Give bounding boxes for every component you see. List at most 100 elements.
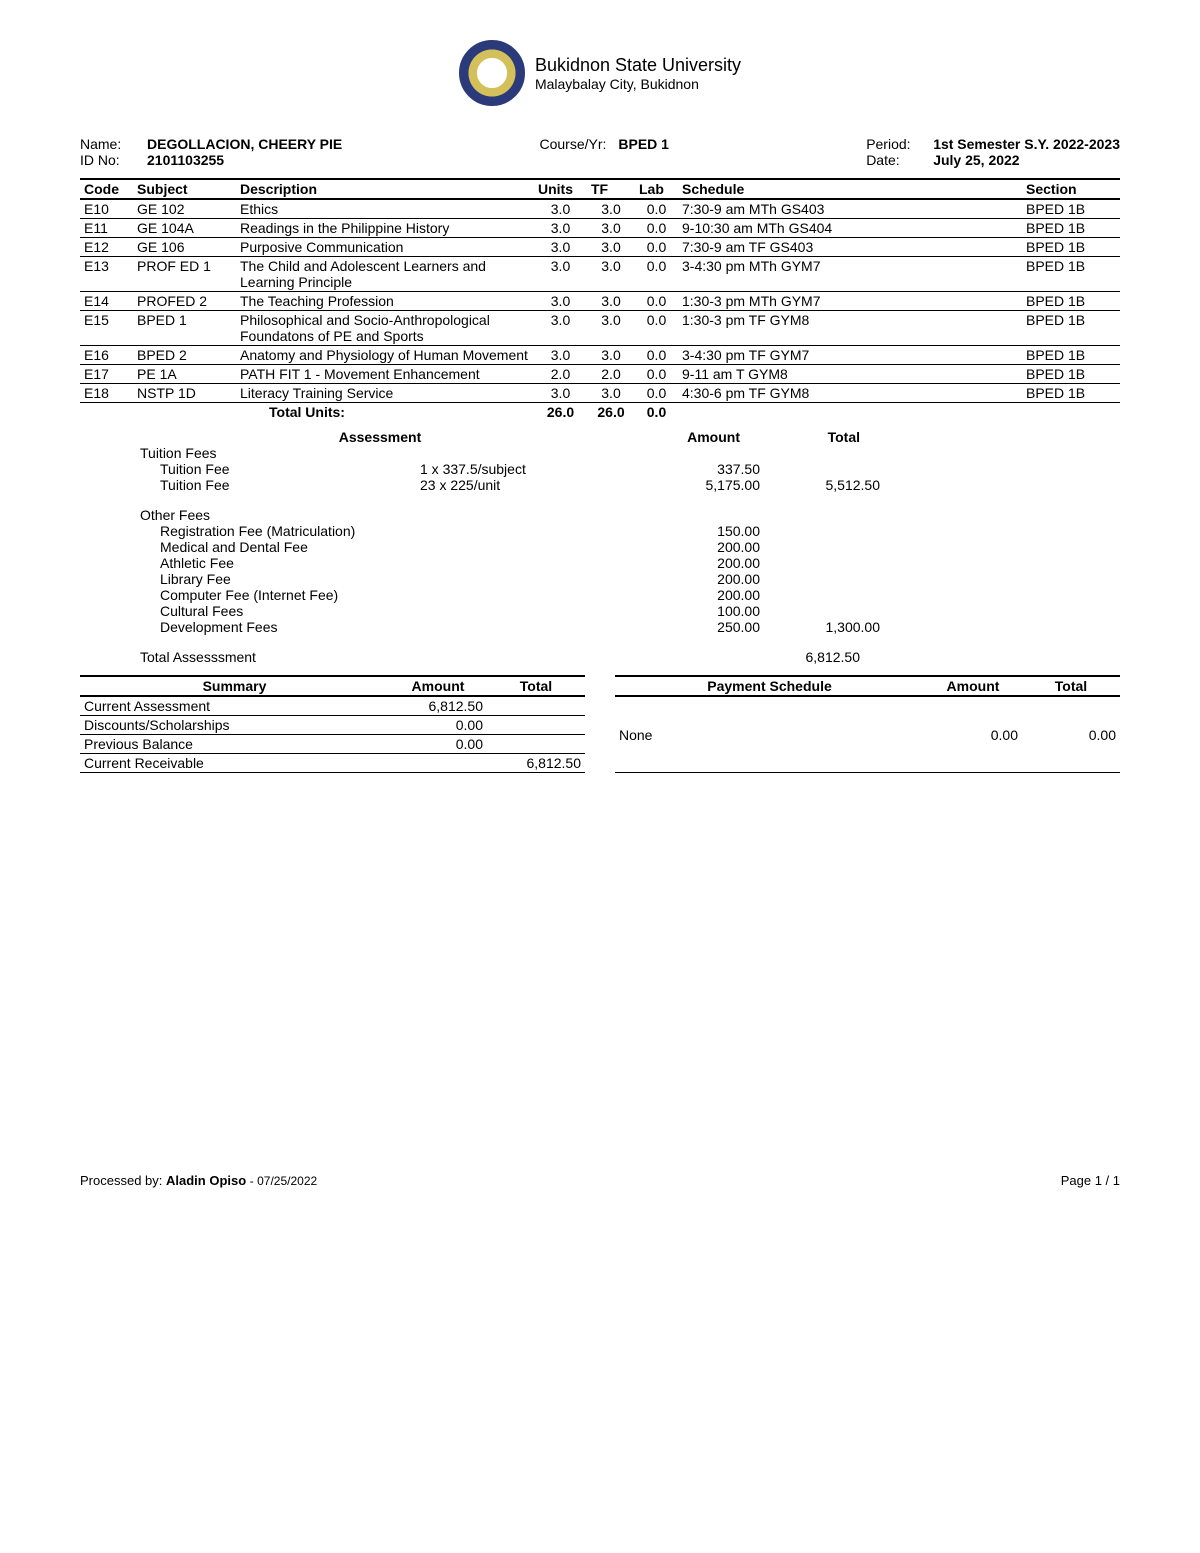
- student-id: 2101103255: [147, 152, 224, 168]
- fee-amount: 200.00: [640, 587, 760, 603]
- table-row: Current Receivable6,812.50: [80, 754, 585, 773]
- page-footer: Processed by: Aladin Opiso - 07/25/2022 …: [80, 1173, 1120, 1188]
- payment-label: None: [615, 696, 924, 773]
- cell-tf: 3.0: [587, 219, 635, 238]
- cell-description: The Child and Adolescent Learners and Le…: [236, 257, 534, 292]
- col-description: Description: [236, 179, 534, 199]
- table-row: E10GE 102Ethics3.03.00.07:30-9 am MTh GS…: [80, 199, 1120, 219]
- table-row: E14PROFED 2The Teaching Profession3.03.0…: [80, 292, 1120, 311]
- cell-code: E15: [80, 311, 133, 346]
- cell-code: E16: [80, 346, 133, 365]
- cell-lab: 0.0: [635, 346, 678, 365]
- cell-lab: 0.0: [635, 365, 678, 384]
- cell-subject: GE 104A: [133, 219, 236, 238]
- summary-table: Summary Amount Total Current Assessment6…: [80, 675, 585, 773]
- period-label: Period:: [866, 136, 921, 152]
- summary-amount: 6,812.50: [389, 696, 487, 716]
- total-tf: 26.0: [587, 403, 635, 422]
- cell-lab: 0.0: [635, 257, 678, 292]
- table-row: E18NSTP 1DLiteracy Training Service3.03.…: [80, 384, 1120, 403]
- summary-h2: Amount: [389, 676, 487, 696]
- cell-description: Anatomy and Physiology of Human Movement: [236, 346, 534, 365]
- cell-units: 2.0: [534, 365, 587, 384]
- cell-schedule: 1:30-3 pm TF GYM8: [678, 311, 1022, 346]
- cell-lab: 0.0: [635, 292, 678, 311]
- summary-label: Current Assessment: [80, 696, 389, 716]
- cell-section: BPED 1B: [1022, 199, 1120, 219]
- fee-line: Medical and Dental Fee200.00: [140, 539, 1120, 555]
- fee-amount: 200.00: [640, 555, 760, 571]
- payment-h3: Total: [1022, 676, 1120, 696]
- payment-total: 0.00: [1022, 696, 1120, 773]
- subjects-table: Code Subject Description Units TF Lab Sc…: [80, 178, 1120, 421]
- table-row: Previous Balance0.00: [80, 735, 585, 754]
- student-name: DEGOLLACION, CHEERY PIE: [147, 136, 342, 152]
- payment-amount: 0.00: [924, 696, 1022, 773]
- total-units: 26.0: [534, 403, 587, 422]
- fee-amount: 200.00: [640, 571, 760, 587]
- cell-schedule: 7:30-9 am TF GS403: [678, 238, 1022, 257]
- cell-subject: PE 1A: [133, 365, 236, 384]
- cell-subject: PROF ED 1: [133, 257, 236, 292]
- cell-schedule: 7:30-9 am MTh GS403: [678, 199, 1022, 219]
- bottom-tables: Summary Amount Total Current Assessment6…: [80, 675, 1120, 773]
- cell-units: 3.0: [534, 219, 587, 238]
- fee-amount: 5,175.00: [640, 477, 760, 493]
- student-info-block: Name: DEGOLLACION, CHEERY PIE ID No: 210…: [80, 136, 1120, 168]
- cell-subject: BPED 2: [133, 346, 236, 365]
- cell-schedule: 9-11 am T GYM8: [678, 365, 1022, 384]
- tuition-fees-header: Tuition Fees: [140, 445, 1120, 461]
- fee-total: [760, 571, 880, 587]
- fee-line: Tuition Fee23 x 225/unit5,175.005,512.50: [140, 477, 1120, 493]
- cell-subject: PROFED 2: [133, 292, 236, 311]
- cell-code: E11: [80, 219, 133, 238]
- page-number: Page 1 / 1: [1061, 1173, 1120, 1188]
- student-date: July 25, 2022: [933, 152, 1019, 168]
- fee-detail: 1 x 337.5/subject: [420, 461, 640, 477]
- fee-total: 1,300.00: [760, 619, 880, 635]
- fee-line: Registration Fee (Matriculation)150.00: [140, 523, 1120, 539]
- cell-description: PATH FIT 1 - Movement Enhancement: [236, 365, 534, 384]
- cell-subject: GE 106: [133, 238, 236, 257]
- cell-section: BPED 1B: [1022, 238, 1120, 257]
- cell-code: E14: [80, 292, 133, 311]
- total-assessment-label: Total Assesssment: [140, 649, 620, 665]
- fee-total: [760, 539, 880, 555]
- cell-subject: NSTP 1D: [133, 384, 236, 403]
- fee-name: Medical and Dental Fee: [140, 539, 640, 555]
- cell-subject: GE 102: [133, 199, 236, 219]
- cell-description: Literacy Training Service: [236, 384, 534, 403]
- cell-subject: BPED 1: [133, 311, 236, 346]
- course-label: Course/Yr:: [539, 136, 606, 152]
- summary-total: 6,812.50: [487, 754, 585, 773]
- cell-units: 3.0: [534, 384, 587, 403]
- col-subject: Subject: [133, 179, 236, 199]
- fee-line: Athletic Fee200.00: [140, 555, 1120, 571]
- summary-amount: [389, 754, 487, 773]
- summary-total: [487, 735, 585, 754]
- fee-amount: 100.00: [640, 603, 760, 619]
- cell-code: E13: [80, 257, 133, 292]
- cell-section: BPED 1B: [1022, 219, 1120, 238]
- cell-units: 3.0: [534, 292, 587, 311]
- cell-schedule: 4:30-6 pm TF GYM8: [678, 384, 1022, 403]
- other-fees-header: Other Fees: [140, 507, 1120, 523]
- document-header: Bukidnon State University Malaybalay Cit…: [80, 40, 1120, 106]
- fee-amount: 250.00: [640, 619, 760, 635]
- cell-schedule: 3-4:30 pm TF GYM7: [678, 346, 1022, 365]
- summary-h3: Total: [487, 676, 585, 696]
- cell-section: BPED 1B: [1022, 257, 1120, 292]
- fee-amount: 200.00: [640, 539, 760, 555]
- processed-date: - 07/25/2022: [250, 1174, 317, 1188]
- fee-line: Cultural Fees100.00: [140, 603, 1120, 619]
- cell-section: BPED 1B: [1022, 292, 1120, 311]
- assessment-section: Assessment Amount Total Tuition Fees Tui…: [80, 429, 1120, 665]
- cell-code: E10: [80, 199, 133, 219]
- table-row: Discounts/Scholarships0.00: [80, 716, 585, 735]
- cell-code: E17: [80, 365, 133, 384]
- fee-name: Athletic Fee: [140, 555, 640, 571]
- table-row: E17PE 1APATH FIT 1 - Movement Enhancemen…: [80, 365, 1120, 384]
- table-row: E13PROF ED 1The Child and Adolescent Lea…: [80, 257, 1120, 292]
- cell-section: BPED 1B: [1022, 311, 1120, 346]
- fee-line: Development Fees250.001,300.00: [140, 619, 1120, 635]
